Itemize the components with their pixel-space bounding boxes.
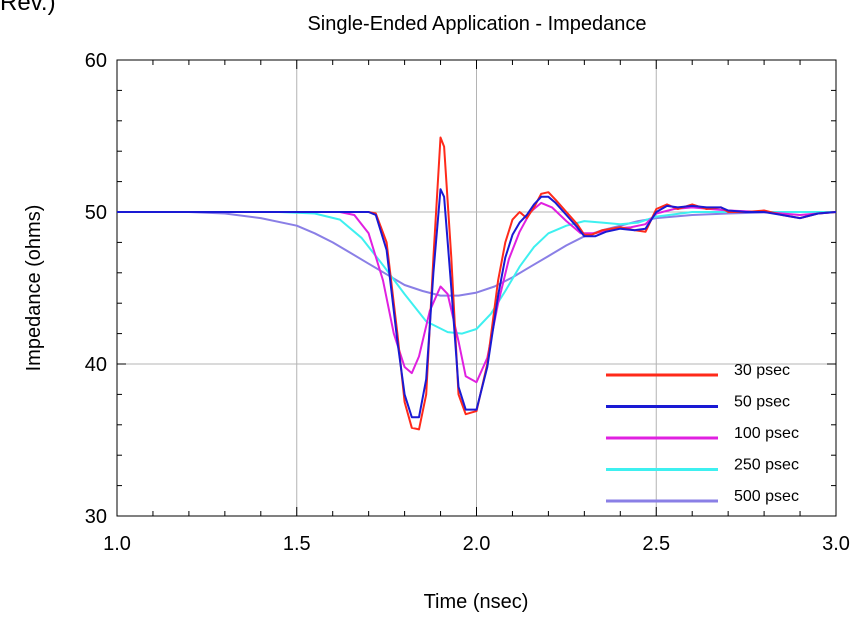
- axis-tick-labels: 1.0 1.5 2.0 2.5 3.0 30 40 50 60: [85, 50, 850, 555]
- legend: 30 psec 50 psec 100 psec 250 psec 500 psec: [606, 362, 799, 505]
- x-tick-label: 3.0: [822, 533, 850, 555]
- chart-title: Single-Ended Application - Impedance: [307, 13, 646, 35]
- axis-ticks: [116, 59, 837, 517]
- legend-label: 100 psec: [734, 425, 799, 442]
- series-lines: [117, 136, 837, 431]
- x-tick-label: 2.0: [463, 533, 491, 555]
- legend-label: 250 psec: [734, 457, 799, 474]
- y-tick-label: 50: [85, 202, 107, 224]
- x-tick-label: 2.5: [642, 533, 670, 555]
- legend-label: 30 psec: [734, 362, 790, 379]
- header-fragment: Rev.): [0, 0, 56, 16]
- legend-label: 500 psec: [734, 488, 799, 505]
- x-axis-label: Time (nsec): [424, 591, 529, 613]
- series-line: [117, 188, 837, 419]
- x-tick-label: 1.5: [283, 533, 311, 555]
- y-tick-label: 40: [85, 354, 107, 376]
- y-axis-label: Impedance (ohms): [23, 205, 45, 372]
- x-tick-label: 1.0: [103, 533, 131, 555]
- y-tick-label: 30: [85, 506, 107, 528]
- series-line: [117, 136, 837, 431]
- grid-lines: [117, 60, 836, 516]
- y-tick-label: 60: [85, 50, 107, 72]
- legend-label: 50 psec: [734, 394, 790, 411]
